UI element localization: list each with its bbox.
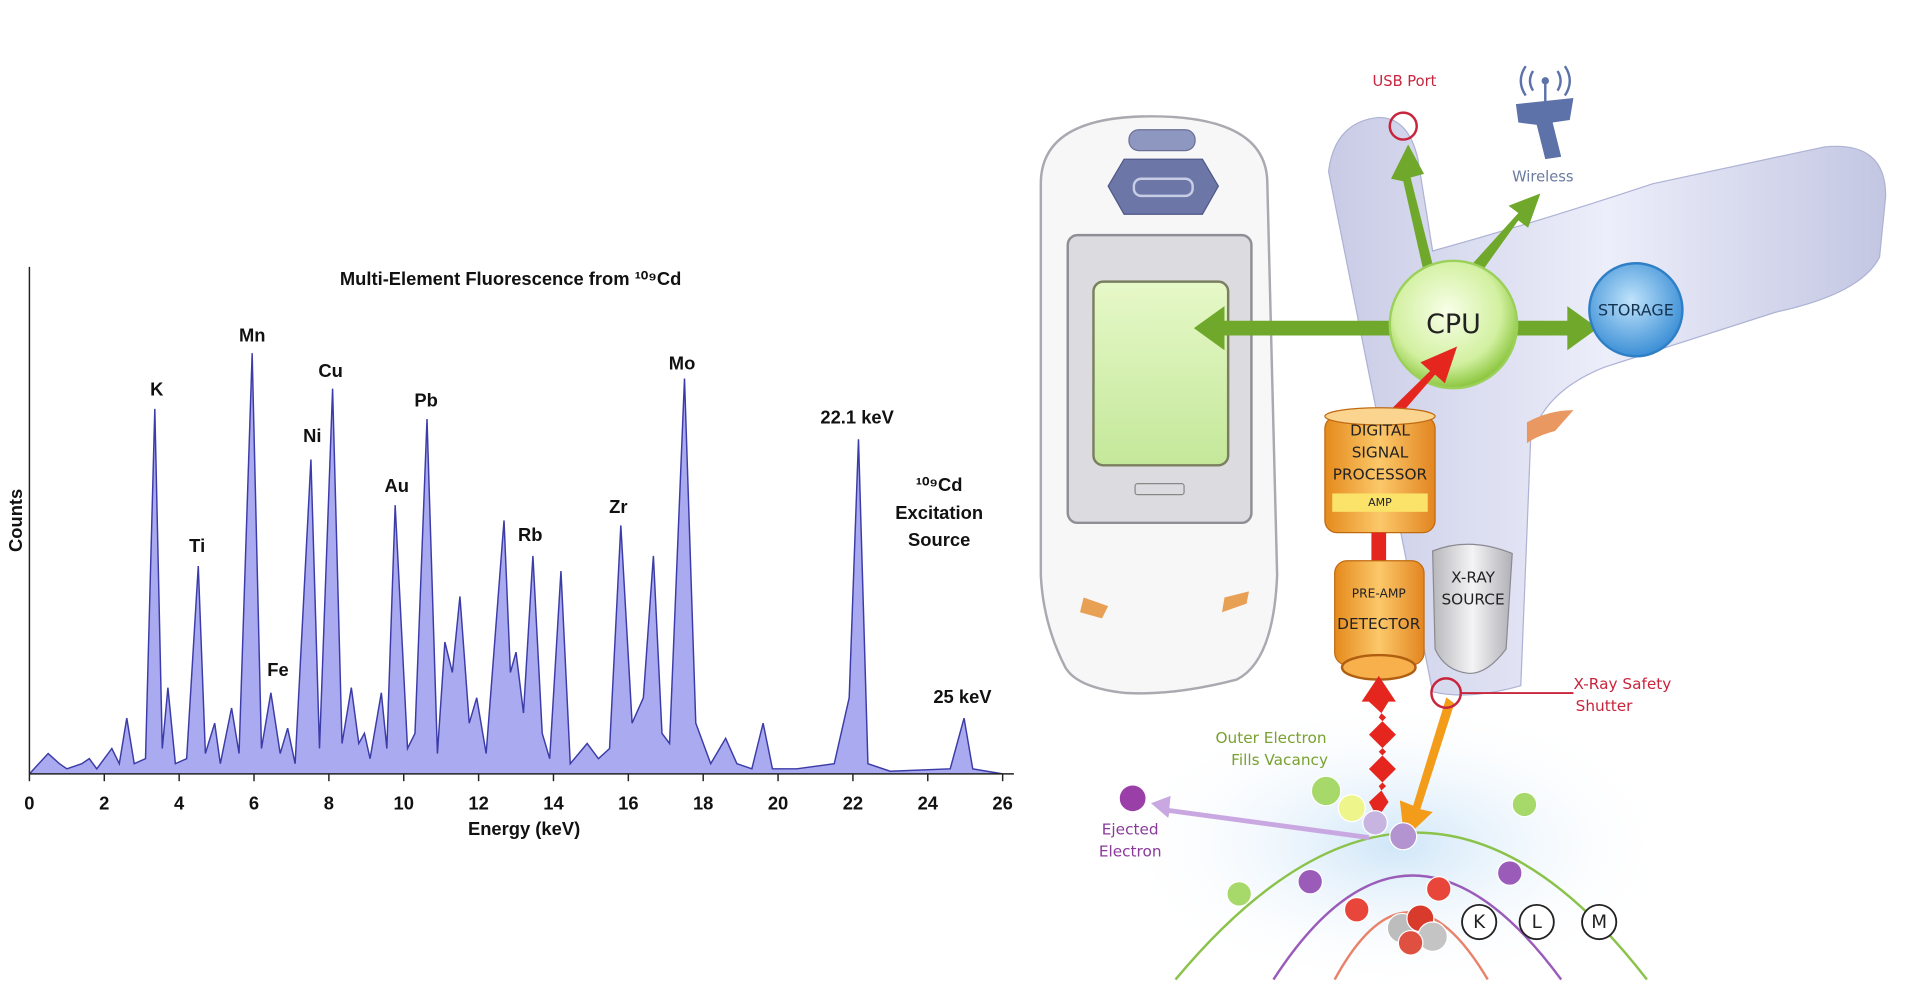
peak-label: Au [385, 475, 409, 496]
peak-label: 25 keV [933, 686, 992, 707]
x-tick-label: 18 [693, 792, 713, 813]
peak-label: 22.1 keV [820, 407, 894, 428]
x-tick-label: 6 [249, 792, 259, 813]
xrf-diagram: CPU STORAGE USB Port Wireless DIGITAL SI… [1039, 65, 1887, 992]
data-arrows [1193, 144, 1598, 351]
shutter-label: X-Ray Safety [1574, 675, 1672, 693]
outer-label: Outer Electron [1215, 729, 1326, 747]
chart-title: Multi-Element Fluorescence from ¹⁰⁹Cd [340, 268, 682, 289]
screen [1092, 280, 1230, 467]
x-tick-label: 26 [992, 792, 1012, 813]
peak-label: K [150, 378, 164, 399]
shell-key-label: K [1473, 912, 1486, 933]
peak-label: Zr [609, 496, 627, 517]
peak-label: Mo [669, 353, 696, 374]
xray-label: X-RAY [1451, 568, 1496, 586]
x-tick-label: 12 [468, 792, 488, 813]
ejection-arrow [1151, 795, 1369, 840]
x-tick-label: 10 [394, 792, 414, 813]
peak-label: Fe [267, 659, 288, 680]
outer-label: Fills Vacancy [1231, 751, 1328, 769]
peak-label: Ti [189, 535, 205, 556]
xray-source [1432, 543, 1513, 675]
peak-label: Ni [303, 425, 321, 446]
shell-key-label: M [1591, 912, 1607, 933]
peak-label: Mn [239, 325, 266, 346]
detector-label: DETECTOR [1337, 615, 1421, 633]
dsp-top [1324, 407, 1436, 426]
x-tick-label: 14 [543, 792, 564, 813]
electrons [1118, 775, 1538, 956]
dsp-label: PROCESSOR [1333, 466, 1428, 484]
cpu-label: CPU [1426, 309, 1481, 340]
storage-label: STORAGE [1598, 301, 1674, 320]
shell-keys [1461, 903, 1618, 941]
x-axis-label: Energy (keV) [468, 818, 580, 839]
peak-label: Pb [414, 389, 437, 410]
peak-label: Excitation [895, 502, 983, 523]
x-tick-label: 24 [918, 792, 939, 813]
button [1128, 129, 1196, 152]
x-tick-label: 16 [618, 792, 638, 813]
storage [1588, 262, 1684, 358]
nav-button [1107, 158, 1220, 215]
x-tick-label: 2 [99, 792, 109, 813]
wireless-icon [1515, 65, 1574, 160]
ejected-label: Electron [1099, 843, 1162, 861]
preamp-label: PRE-AMP [1352, 586, 1406, 600]
x-tick-label: 8 [324, 792, 334, 813]
x-tick-label: 20 [768, 792, 788, 813]
xray-beam [1399, 697, 1455, 839]
peak-label: Source [908, 529, 970, 550]
amp-label: AMP [1368, 496, 1392, 509]
detector [1334, 560, 1425, 666]
usb-label: USB Port [1373, 73, 1437, 90]
x-tick-label: 22 [843, 792, 863, 813]
amp [1332, 493, 1428, 512]
peak-label: ¹⁰⁹Cd [916, 474, 963, 495]
nav-icon [1132, 177, 1194, 198]
spectrum-line [28, 353, 1003, 775]
trigger [1526, 410, 1574, 444]
port [1134, 483, 1185, 496]
spectrum-chart: Multi-Element Fluorescence from ¹⁰⁹Cd En… [5, 266, 1014, 839]
grips [1079, 591, 1249, 619]
usb-port [1388, 111, 1418, 141]
cpu [1388, 259, 1519, 390]
shutter-label: Shutter [1576, 697, 1634, 715]
area-fill [29, 353, 1003, 774]
peak-label: Cu [318, 360, 342, 381]
peak-label: Rb [518, 524, 542, 545]
shell-l [1272, 874, 1563, 981]
dsp-label: SIGNAL [1352, 444, 1409, 462]
x-tick-label: 0 [24, 792, 34, 813]
x-tick-label: 4 [174, 792, 185, 813]
wireless-label: Wireless [1512, 169, 1573, 186]
fluorescence-arrow [1361, 675, 1396, 818]
dsp-label: DIGITAL [1350, 422, 1410, 440]
y-axis-label: Counts [5, 489, 26, 552]
connector [1371, 532, 1387, 564]
xray-label: SOURCE [1441, 590, 1504, 608]
ejected-label: Ejected [1102, 821, 1159, 839]
shell-key-label: L [1532, 912, 1543, 933]
